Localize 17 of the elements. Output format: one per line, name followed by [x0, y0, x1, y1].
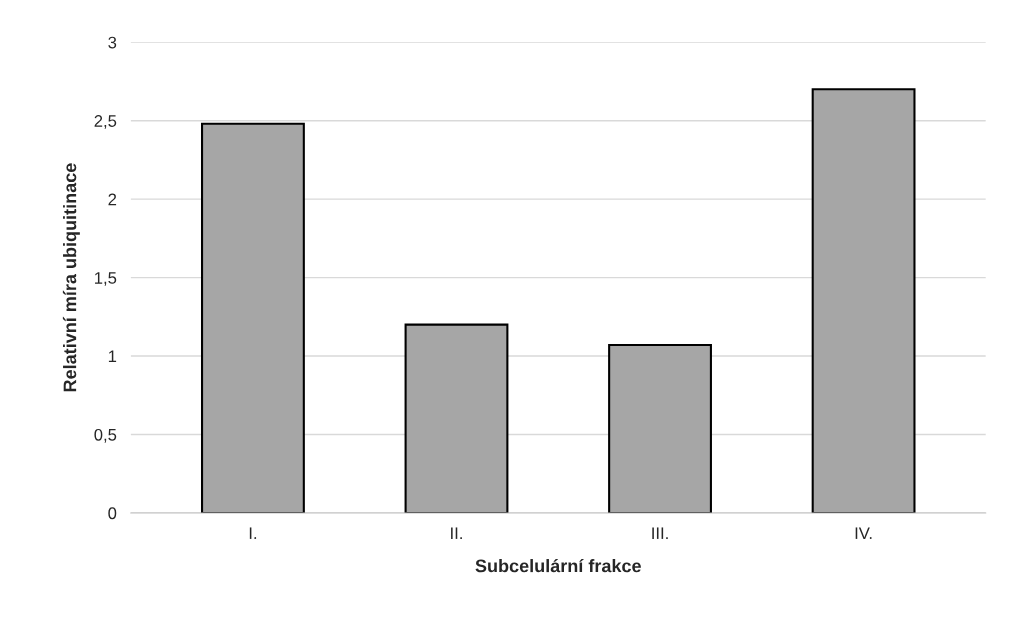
bar [811, 88, 916, 513]
y-tick-label: 2 [108, 193, 117, 206]
bar [608, 344, 712, 513]
bar [404, 323, 509, 513]
x-tick-label: I. [249, 527, 257, 539]
bar [201, 122, 305, 513]
y-tick-label: 2,5 [94, 115, 117, 129]
y-tick-label: 1,5 [95, 272, 117, 286]
y-tick-label: 0,5 [94, 428, 117, 443]
x-tick-label: II. [451, 527, 462, 539]
x-tick-label: IV. [855, 527, 872, 539]
y-tick-label: 1 [108, 350, 117, 363]
y-tick-label: 0 [108, 507, 117, 520]
y-axis-title: Relativní míra ubiquitinace [62, 163, 80, 392]
y-tick-label: 3 [108, 36, 117, 49]
x-axis-title: Subcelulární frakce [475, 558, 641, 573]
x-tick-label: III. [652, 527, 668, 539]
